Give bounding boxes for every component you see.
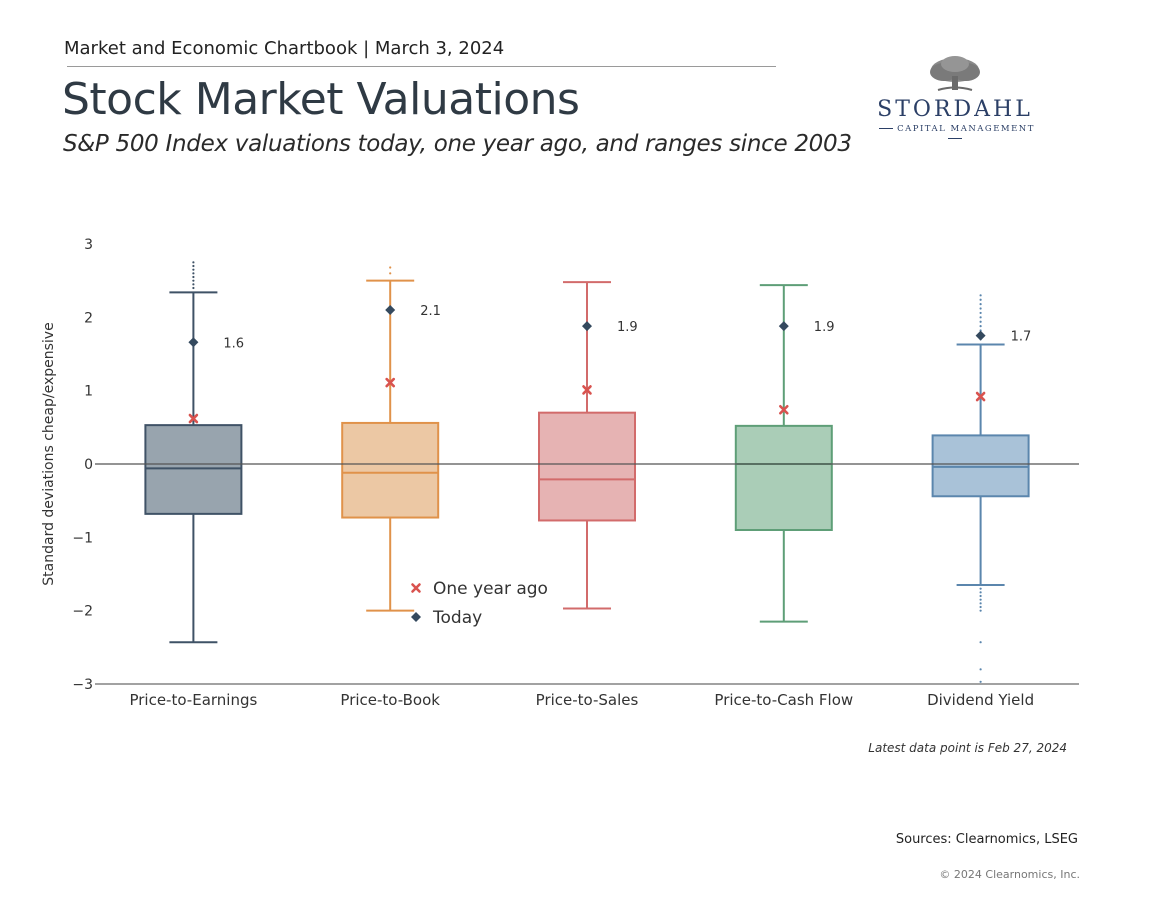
outlier-point <box>979 587 982 590</box>
x-tick-label: Price-to-Earnings <box>129 691 257 709</box>
sources-text: Sources: Clearnomics, LSEG <box>895 832 1078 847</box>
outlier-point <box>979 298 982 301</box>
copyright-text: © 2024 Clearnomics, Inc. <box>939 868 1080 881</box>
y-tick-label: 0 <box>84 457 93 473</box>
year-ago-marker <box>779 404 789 415</box>
outlier-point <box>979 307 982 310</box>
outlier-point <box>979 680 982 683</box>
outlier-point <box>389 272 392 275</box>
y-tick-label: 3 <box>84 237 93 253</box>
header-divider <box>67 66 776 67</box>
today-value-label: 1.9 <box>814 320 835 335</box>
x-tick-label: Dividend Yield <box>927 691 1034 709</box>
legend-year-ago-label: One year ago <box>433 579 548 599</box>
outlier-point <box>192 286 195 290</box>
outlier-point <box>979 320 982 323</box>
outlier-point <box>192 275 195 279</box>
legend-today-label: Today <box>432 608 482 628</box>
y-axis-title: Standard deviations cheap/expensive <box>41 322 57 585</box>
outlier-point <box>192 264 195 268</box>
year-ago-marker <box>975 391 986 402</box>
year-ago-marker <box>385 377 395 388</box>
outlier-point <box>192 261 195 264</box>
y-tick-label: 1 <box>84 384 93 400</box>
today-value-label: 2.1 <box>420 304 441 319</box>
year-ago-marker <box>188 413 199 424</box>
logo-wordmark: STORDAHL <box>877 97 1033 122</box>
y-tick-label: 2 <box>84 310 93 326</box>
outlier-point <box>192 268 195 271</box>
latest-data-note: Latest data point is Feb 27, 2024 <box>868 741 1067 755</box>
outlier-point <box>979 294 982 297</box>
year-ago-marker <box>582 385 592 395</box>
chartbook-header: Market and Economic Chartbook | March 3,… <box>64 38 505 59</box>
outlier-point <box>979 591 982 594</box>
outlier-point <box>979 325 982 328</box>
outlier-point <box>979 598 982 601</box>
page-title: Stock Market Valuations <box>62 74 580 125</box>
today-marker <box>582 321 592 332</box>
y-tick-label: −1 <box>72 530 93 546</box>
today-marker <box>778 321 789 332</box>
y-tick-label: −3 <box>72 677 93 693</box>
box-iqr <box>734 424 833 531</box>
today-marker <box>188 337 199 348</box>
outlier-point <box>192 283 195 286</box>
outlier-point <box>979 311 982 315</box>
today-value-label: 1.7 <box>1011 330 1032 345</box>
outlier-point <box>979 641 982 644</box>
outlier-point <box>979 602 982 605</box>
legend-year-ago-marker <box>411 583 421 593</box>
outlier-point <box>192 279 195 282</box>
box-iqr <box>341 421 440 519</box>
today-marker <box>385 305 396 315</box>
company-logo: STORDAHL CAPITAL MANAGEMENT <box>866 52 1044 142</box>
box-iqr <box>538 411 636 522</box>
x-tick-label: Price-to-Book <box>340 691 440 709</box>
outlier-point <box>979 605 982 609</box>
outlier-point <box>979 594 982 598</box>
page-subtitle: S&P 500 Index valuations today, one year… <box>63 131 852 157</box>
today-value-label: 1.6 <box>223 336 244 351</box>
outlier-point <box>979 316 982 319</box>
box-iqr <box>144 424 243 515</box>
logo-tagline-row: CAPITAL MANAGEMENT <box>866 124 1044 144</box>
outlier-point <box>979 303 982 306</box>
x-tick-label: Price-to-Cash Flow <box>714 691 853 709</box>
today-marker <box>975 330 986 341</box>
x-tick-label: Price-to-Sales <box>536 691 639 709</box>
outlier-point <box>192 272 195 275</box>
legend-today-marker <box>411 612 421 622</box>
logo-tagline: CAPITAL MANAGEMENT <box>897 124 1035 134</box>
tree-icon <box>930 56 980 91</box>
box-iqr <box>931 434 1030 498</box>
outlier-point <box>389 266 392 269</box>
outlier-point <box>979 329 982 332</box>
outlier-point <box>979 668 982 671</box>
y-tick-label: −2 <box>72 604 93 620</box>
today-value-label: 1.9 <box>617 320 638 335</box>
outlier-point <box>979 609 982 612</box>
